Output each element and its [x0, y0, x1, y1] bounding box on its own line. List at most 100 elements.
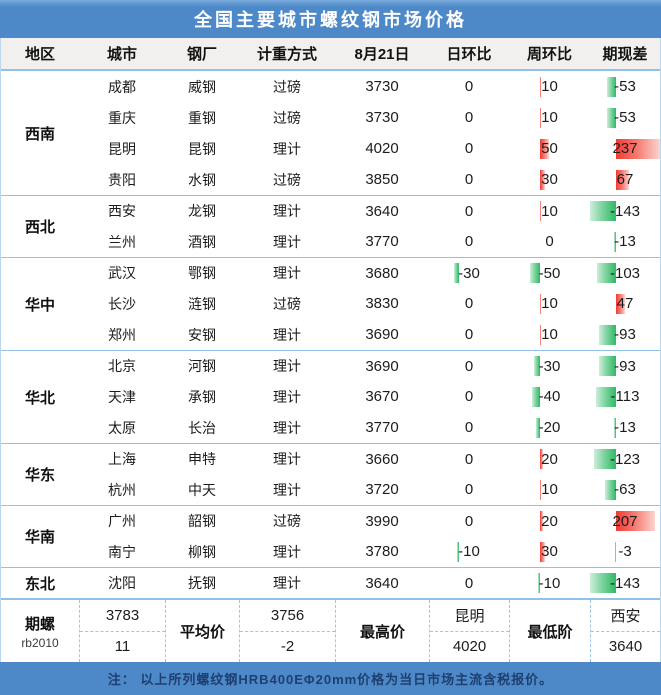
city-cell: 天津 [108, 388, 136, 405]
city-cell: 贵阳 [108, 171, 136, 188]
basis-cell: -93 [590, 319, 660, 350]
value-text: 0 [464, 326, 474, 343]
price-cell: 3720 [335, 474, 429, 505]
mill-cell: 申特 [165, 443, 239, 474]
data-bar [616, 138, 660, 159]
column-header-region: 地区 [24, 46, 55, 63]
data-bar [537, 573, 540, 593]
lowest-price-city: 西安 [610, 607, 641, 625]
value-text: -143 [609, 574, 641, 592]
data-bar [604, 479, 617, 500]
value-text: -53 [614, 109, 636, 126]
basis-cell: 237 [590, 133, 660, 164]
lowest-price-value: 3640 [591, 630, 660, 663]
price-cell: 3730 [335, 102, 429, 133]
value-text: -113 [610, 388, 640, 405]
column-header-mill: 钢厂 [186, 46, 217, 63]
value-text: 3830 [365, 295, 399, 312]
value-text: 3990 [365, 512, 399, 530]
price-cell: 3640 [335, 195, 429, 226]
value-text: -103 [609, 264, 641, 282]
highest-price-cell: 昆明 4020 [429, 600, 509, 662]
value-text: 0 [464, 140, 474, 157]
price-cell: 3770 [335, 226, 429, 257]
value-text: 50 [541, 140, 558, 157]
basis-cell: -53 [590, 71, 660, 102]
value-text: 3850 [365, 171, 399, 188]
price-table: 地区 城市 钢厂 计重方式 8月21日 日环比 周环比 期现差 西南 成都 威钢 过磅… [0, 38, 661, 662]
week-change-cell: 30 [509, 164, 590, 195]
data-bar [539, 201, 542, 221]
value-text: -30 [538, 357, 561, 375]
futures-contract-label: 期螺 [24, 615, 55, 633]
value-text: 3720 [365, 481, 399, 498]
city-cell: 上海 [79, 443, 165, 474]
method-cell: 理计 [273, 543, 301, 560]
highest-price-city: 昆明 [454, 607, 485, 625]
footnote-bar: 注： 以上所列螺纹钢HRB400EΦ20mm价格为当日市场主流含税报价。 [0, 662, 661, 695]
value-text: -10 [538, 574, 561, 592]
data-bar [539, 138, 549, 159]
average-price: 3756 [270, 606, 305, 624]
data-bar [616, 293, 626, 314]
method-cell: 过磅 [273, 78, 301, 95]
data-bar [590, 573, 617, 593]
value-text: -123 [609, 450, 641, 468]
value-text: 0 [545, 233, 554, 250]
city-cell: 广州 [79, 505, 165, 536]
day-change-cell: 0 [429, 226, 509, 257]
day-change-cell: 0 [429, 381, 509, 412]
value-text: 10 [541, 109, 558, 126]
value-text: 0 [464, 574, 474, 592]
price-cell: 3990 [335, 505, 429, 536]
method-cell: 理计 [273, 481, 301, 498]
value-text: 10 [541, 295, 558, 312]
data-bar [539, 76, 542, 97]
data-bar [532, 386, 540, 407]
mill-cell: 水钢 [188, 171, 216, 188]
day-change-cell: 0 [429, 164, 509, 195]
basis-cell: -103 [590, 257, 660, 288]
week-change-cell: 20 [509, 505, 590, 536]
value-text: 0 [464, 233, 474, 250]
data-bar [539, 511, 544, 531]
basis-cell: -113 [590, 381, 660, 412]
mill-cell: 龙钢 [165, 195, 239, 226]
region-label: 华东 [1, 443, 79, 505]
futures-price-cell: 3783 11 [79, 600, 165, 662]
data-bar [614, 231, 617, 252]
city-cell: 太原 [108, 419, 136, 436]
week-change-cell: 20 [509, 443, 590, 474]
mill-cell: 鄂钢 [165, 257, 239, 288]
value-text: 3690 [365, 357, 399, 375]
data-bar [539, 449, 544, 469]
value-text: 237 [612, 140, 638, 157]
value-text: -53 [614, 78, 636, 95]
basis-cell: -123 [590, 443, 660, 474]
method-cell: 理计 [273, 326, 301, 343]
day-change-cell: 0 [429, 412, 509, 443]
value-text: -3 [618, 543, 632, 560]
data-bar [590, 201, 617, 221]
region-label: 东北 [1, 567, 79, 598]
futures-price: 3783 [105, 606, 140, 624]
city-cell: 南宁 [108, 543, 136, 560]
week-change-cell: -30 [509, 350, 590, 381]
value-text: 47 [616, 295, 634, 312]
mill-cell: 涟钢 [188, 295, 216, 312]
basis-cell: -13 [590, 226, 660, 257]
data-bar [606, 107, 617, 128]
futures-contract-code: rb2010 [21, 635, 59, 650]
futures-contract-cell: 期螺 rb2010 [1, 600, 79, 662]
value-text: 3690 [365, 326, 399, 343]
value-text: 3770 [365, 233, 399, 250]
data-bar [535, 417, 540, 438]
method-cell: 理计 [273, 233, 301, 250]
week-change-cell: 0 [509, 226, 590, 257]
region-label: 华南 [1, 505, 79, 567]
value-text: 3640 [365, 202, 399, 220]
value-text: 0 [464, 171, 474, 188]
column-header-method: 计重方式 [256, 46, 317, 63]
price-cell: 3640 [335, 567, 429, 598]
data-bar [539, 107, 542, 128]
